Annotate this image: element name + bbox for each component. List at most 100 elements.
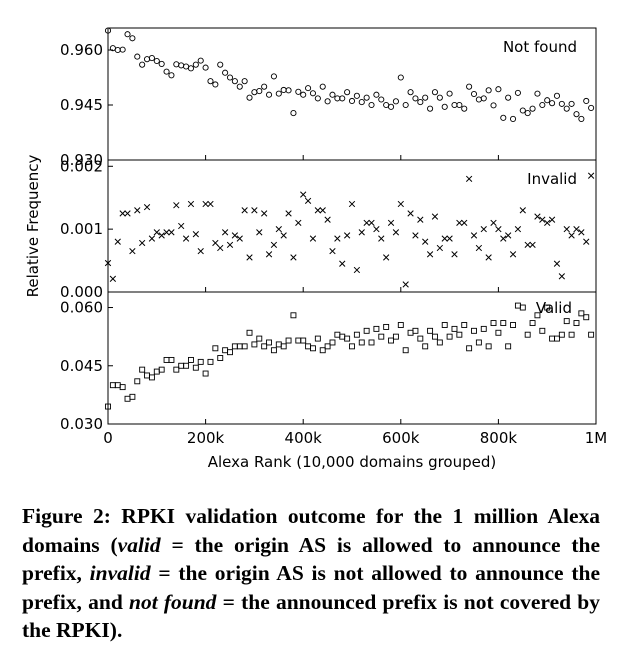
data-point-invalid <box>587 172 595 179</box>
data-point-valid <box>300 337 307 344</box>
data-point-not-found <box>270 73 277 80</box>
data-point-valid <box>407 329 414 336</box>
data-point-valid <box>349 343 355 350</box>
x-tick-label: 600k <box>382 429 420 447</box>
data-point-valid <box>544 304 551 311</box>
data-point-not-found <box>290 110 297 117</box>
data-point-valid <box>397 322 404 328</box>
data-point-invalid <box>231 232 239 239</box>
data-point-not-found <box>407 89 414 96</box>
panel-label-not-found: Not found <box>503 38 577 56</box>
data-point-valid <box>514 302 521 309</box>
data-point-not-found <box>314 95 321 102</box>
data-point-not-found <box>251 89 258 96</box>
data-point-valid <box>392 333 399 340</box>
data-point-invalid <box>470 232 478 239</box>
data-point-not-found <box>397 74 404 81</box>
data-point-invalid <box>212 239 219 247</box>
y-tick-label-not-found: 0.945 <box>60 96 103 114</box>
data-point-not-found <box>558 100 565 107</box>
data-point-not-found <box>319 83 326 90</box>
data-point-valid <box>402 347 409 354</box>
caption-valid-term: valid <box>117 532 161 557</box>
x-tick-label: 800k <box>480 429 518 447</box>
data-point-valid <box>114 382 121 389</box>
data-point-valid <box>231 343 238 350</box>
data-point-invalid <box>451 251 458 258</box>
data-point-not-found <box>197 57 204 64</box>
data-point-invalid <box>261 210 268 217</box>
panel-label-valid: Valid <box>536 299 572 317</box>
data-point-invalid <box>148 235 156 242</box>
caption-text-1: RPKI validation outcome for the 1 millio… <box>22 504 601 557</box>
data-point-invalid <box>217 244 224 252</box>
data-point-not-found <box>568 100 575 107</box>
data-point-not-found <box>212 81 219 88</box>
data-point-invalid <box>221 229 229 236</box>
data-point-invalid <box>153 229 160 236</box>
data-point-invalid <box>417 216 424 223</box>
data-point-invalid <box>378 235 385 242</box>
data-point-invalid <box>187 200 195 208</box>
data-point-not-found <box>431 89 439 96</box>
data-point-valid <box>451 325 458 332</box>
data-point-invalid <box>544 219 551 227</box>
data-point-not-found <box>387 103 395 110</box>
data-point-not-found <box>383 101 390 109</box>
data-point-not-found <box>378 96 385 103</box>
data-point-not-found <box>168 72 175 79</box>
data-point-invalid <box>446 235 453 242</box>
data-point-invalid <box>207 200 214 208</box>
data-point-valid <box>105 403 111 410</box>
data-point-invalid <box>275 225 282 233</box>
data-point-valid <box>310 345 316 352</box>
data-point-not-found <box>539 101 546 109</box>
data-point-not-found <box>300 91 307 98</box>
data-point-invalid <box>168 229 175 236</box>
data-point-valid <box>436 339 443 346</box>
data-point-valid <box>427 327 434 334</box>
data-point-not-found <box>231 78 238 85</box>
data-point-invalid <box>241 207 248 214</box>
data-point-invalid <box>353 266 361 274</box>
data-point-valid <box>139 366 146 373</box>
data-point-not-found <box>500 114 507 121</box>
data-point-invalid <box>109 275 117 282</box>
data-point-not-found <box>153 57 160 65</box>
data-point-valid <box>368 339 375 346</box>
data-point-valid <box>432 333 438 340</box>
data-point-valid <box>471 327 477 334</box>
data-point-not-found <box>285 87 292 94</box>
data-point-valid <box>178 362 185 369</box>
y-tick-label-valid: 0.030 <box>60 415 103 433</box>
data-point-invalid <box>558 273 565 280</box>
data-point-valid <box>529 320 536 327</box>
data-point-valid <box>168 356 175 363</box>
x-axis-title: Alexa Rank (10,000 domains grouped) <box>208 453 497 471</box>
data-point-valid <box>554 335 560 342</box>
data-point-valid <box>510 322 516 328</box>
data-point-invalid <box>505 232 512 239</box>
data-point-valid <box>119 384 126 391</box>
data-point-invalid <box>339 260 346 267</box>
data-point-valid <box>456 331 463 338</box>
data-point-valid <box>251 341 258 348</box>
data-point-invalid <box>280 232 287 239</box>
data-point-valid <box>319 347 326 354</box>
data-point-invalid <box>519 207 526 214</box>
data-point-valid <box>573 320 580 327</box>
data-point-valid <box>163 356 170 363</box>
data-point-not-found <box>344 89 351 96</box>
data-point-not-found <box>549 100 556 107</box>
data-point-valid <box>441 322 448 328</box>
data-point-invalid <box>256 229 263 236</box>
data-point-not-found <box>417 99 424 106</box>
data-point-valid <box>109 382 116 389</box>
data-point-valid <box>334 331 341 338</box>
data-point-not-found <box>134 53 141 60</box>
data-point-invalid <box>285 210 292 217</box>
data-point-valid <box>466 345 473 352</box>
data-point-valid <box>373 325 380 332</box>
data-point-valid <box>212 345 219 352</box>
data-point-invalid <box>392 229 400 236</box>
